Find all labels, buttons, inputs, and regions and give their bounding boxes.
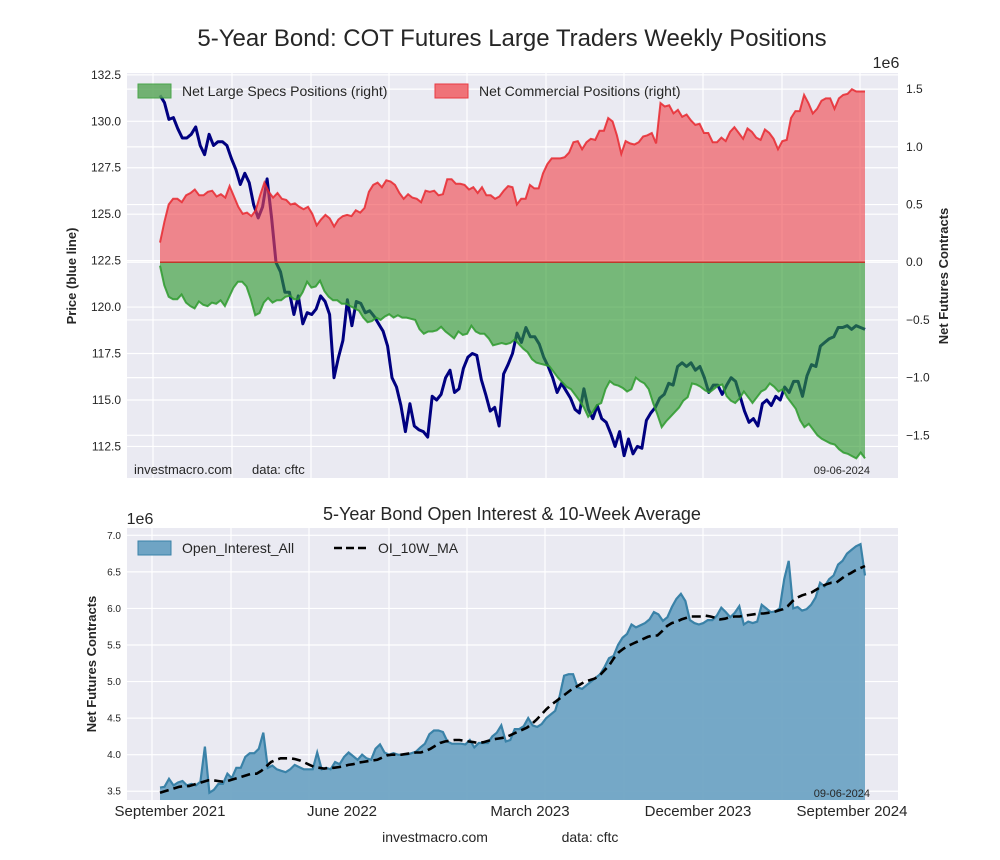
legend-swatch-open-interest [137,540,172,556]
bottom-axis-offset-label: 1e6 [127,511,154,528]
legend-label-ma: OI_10W_MA [378,540,459,556]
left-y-tick-label: 115.0 [92,393,121,407]
right-y-tick-label: 0.5 [906,198,923,212]
right-y-tick-label: 1.0 [906,140,923,154]
x-tick-label: December 2023 [645,803,752,820]
y-tick-label: 4.5 [107,714,121,725]
y-tick-label: 7.0 [107,531,121,542]
top-chart: 112.5 115.0 117.5 120.0 122.5 125.0 127.5 130.0… [64,55,951,478]
right-y-tick-label: 0.0 [906,255,923,269]
bottom-chart: 5-Year Bond Open Interest & 10-Week Aver… [84,504,907,845]
top-legend: Net Large Specs Positions (right) Net Co… [137,83,681,99]
net-large-specs-area [160,262,865,459]
legend-swatch-commercial [434,83,469,99]
open-interest-layer [159,542,867,800]
y-tick-label: 5.0 [107,677,121,688]
top-right-y-ticks: −1.5 −1.0 −0.5 0.0 0.5 1.0 1.5 [906,82,930,442]
y-tick-label: 6.0 [107,604,121,615]
x-tick-label: September 2024 [797,803,908,820]
right-axis-offset-label: 1e6 [873,55,900,72]
net-commercial-area [160,89,865,263]
y-tick-label: 6.5 [107,567,121,578]
bottom-y-ticks: 3.5 4.0 4.5 5.0 5.5 6.0 6.5 7.0 [107,531,121,798]
left-y-tick-label: 127.5 [91,161,121,175]
x-tick-label: March 2023 [490,803,569,820]
left-y-tick-label: 132.5 [91,68,121,82]
bottom-watermark-site: investmacro.com [382,829,488,845]
left-y-tick-label: 117.5 [92,347,121,361]
right-y-tick-label: −0.5 [906,313,930,327]
bottom-legend: Open_Interest_All OI_10W_MA [137,540,459,556]
right-y-tick-label: −1.5 [906,428,930,442]
legend-label-specs: Net Large Specs Positions (right) [182,83,387,99]
y-tick-label: 4.0 [107,750,121,761]
top-watermark-site: investmacro.com [134,462,232,477]
left-y-tick-label: 125.0 [91,207,121,221]
legend-label-open-interest: Open_Interest_All [182,540,294,556]
right-axis-label: Net Futures Contracts [936,208,951,345]
open-interest-area [160,544,865,800]
net-commercial-line [159,87,865,243]
oi-10w-ma-line [159,564,866,794]
bottom-watermark-data: data: cftc [562,829,619,845]
x-tick-label: June 2022 [307,803,377,820]
x-tick-label: September 2021 [115,803,226,820]
top-left-y-ticks: 112.5 115.0 117.5 120.0 122.5 125.0 127.5 130.0… [91,68,121,454]
left-y-tick-label: 112.5 [92,439,121,453]
left-y-tick-label: 122.5 [91,254,121,268]
positions-area-layer [159,87,866,460]
legend-swatch-specs [137,83,172,99]
left-axis-label: Price (blue line) [64,228,79,325]
left-y-tick-label: 130.0 [91,114,121,128]
right-y-tick-label: −1.0 [906,371,930,385]
y-tick-label: 3.5 [107,787,121,798]
bottom-date-stamp: 09-06-2024 [814,788,870,800]
bottom-y-axis-label: Net Futures Contracts [84,596,99,733]
legend-label-commercial: Net Commercial Positions (right) [479,83,681,99]
right-y-tick-label: 1.5 [906,82,923,96]
net-large-specs-line [159,265,866,460]
left-y-tick-label: 120.0 [91,300,121,314]
y-tick-label: 5.5 [107,640,121,651]
figure-title: 5-Year Bond: COT Futures Large Traders W… [197,25,826,52]
top-watermark-data: data: cftc [252,462,305,477]
top-date-stamp: 09-06-2024 [814,465,870,477]
bottom-chart-title: 5-Year Bond Open Interest & 10-Week Aver… [323,504,701,524]
bottom-x-ticks: September 2021 June 2022 March 2023 Decembe… [115,803,908,820]
